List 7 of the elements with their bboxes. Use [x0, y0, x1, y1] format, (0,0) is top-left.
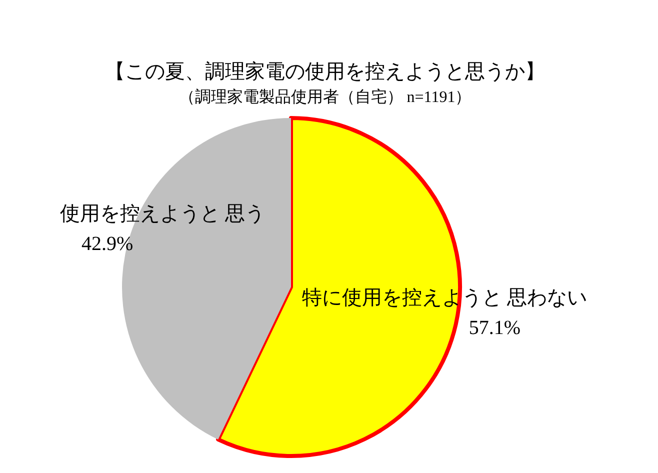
pie-slice: [216, 116, 462, 458]
data-label: 42.9%: [82, 233, 134, 256]
chart-title: 【この夏、調理家電の使用を控えようと思うか】: [105, 61, 545, 83]
slice-label: 使用を控えようと 思う: [60, 203, 265, 226]
slice-label: 特に使用を控えようと 思わない: [302, 286, 588, 309]
chart-subtitle: （調理家電製品使用者（自宅） n=1191）: [178, 88, 472, 106]
data-label: 57.1%: [468, 316, 520, 339]
